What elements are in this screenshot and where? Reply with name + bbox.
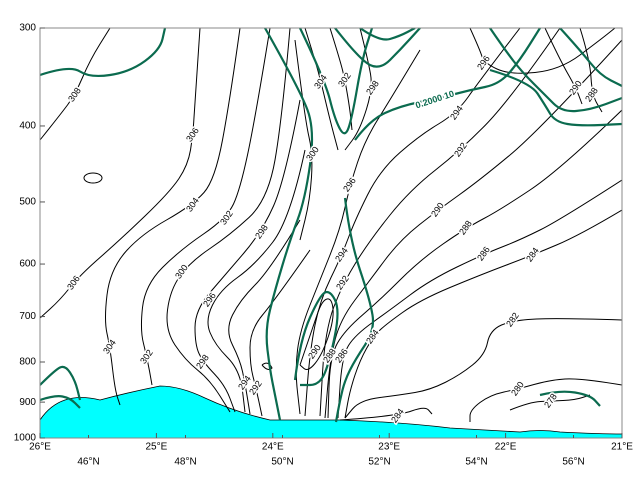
y-tick-label: 800 bbox=[19, 357, 36, 368]
pv-contour bbox=[40, 28, 167, 78]
y-tick-label: 700 bbox=[19, 311, 36, 322]
y-tick-label: 400 bbox=[19, 121, 36, 132]
terrain bbox=[40, 385, 622, 438]
contour-label: 298 bbox=[364, 79, 381, 97]
y-tick-label: 500 bbox=[19, 197, 36, 208]
x2-tick-label: 24°E bbox=[262, 442, 284, 453]
contour-label: 288 bbox=[457, 219, 474, 237]
contour-label: 280 bbox=[509, 380, 526, 398]
pv-contour bbox=[334, 197, 375, 423]
pv-contour bbox=[539, 390, 601, 407]
x-tick-label: 56°N bbox=[562, 457, 584, 468]
isentrope bbox=[329, 28, 353, 131]
isentrope bbox=[299, 298, 334, 370]
isentrope bbox=[140, 28, 271, 386]
isentrope bbox=[319, 28, 561, 417]
pv-contour bbox=[559, 28, 622, 87]
contour-label: 300 bbox=[304, 145, 321, 163]
x2-tick-label: 22°E bbox=[495, 442, 517, 453]
contour-label: 302 bbox=[138, 348, 155, 366]
x-tick-label: 46°N bbox=[77, 457, 99, 468]
isentrope bbox=[228, 219, 301, 415]
isentrope bbox=[344, 209, 622, 419]
contour-label: 294 bbox=[448, 104, 465, 122]
x2-tick-label: 25°E bbox=[146, 442, 168, 453]
isentrope bbox=[207, 149, 306, 413]
isentrope bbox=[579, 28, 603, 113]
pv-contour bbox=[489, 28, 622, 113]
x2-tick-label: 23°E bbox=[378, 442, 400, 453]
isentrope bbox=[294, 39, 313, 241]
pv-contour bbox=[489, 68, 622, 127]
isentrope bbox=[324, 39, 622, 419]
isentrope bbox=[337, 179, 622, 419]
isentrope bbox=[261, 362, 273, 370]
contour-label: 290 bbox=[567, 79, 584, 97]
contour-label: 294 bbox=[333, 246, 350, 264]
contour-label: 290 bbox=[429, 201, 446, 219]
isentrope bbox=[344, 28, 372, 151]
contour-label: 304 bbox=[101, 338, 118, 356]
contour-label: 284 bbox=[389, 407, 406, 425]
contour-label: 288 bbox=[583, 86, 600, 104]
isentrope bbox=[40, 28, 111, 141]
contour-label: 300 bbox=[173, 263, 190, 281]
pv-contour bbox=[334, 28, 421, 68]
isentrope bbox=[194, 99, 301, 413]
plot-frame bbox=[39, 27, 623, 439]
isentrope bbox=[304, 28, 339, 151]
y-tick-label: 600 bbox=[19, 259, 36, 270]
pv-contour bbox=[40, 395, 81, 409]
pv-contour bbox=[359, 28, 416, 41]
contour-label: 306 bbox=[184, 126, 201, 144]
contour-label: 282 bbox=[504, 311, 521, 329]
x2-tick-label: 26°E bbox=[29, 442, 51, 453]
contour-label: 286 bbox=[333, 347, 350, 365]
contour-label: 308 bbox=[66, 86, 83, 104]
isentrope bbox=[105, 28, 241, 406]
y-tick-label: 1000 bbox=[14, 433, 37, 444]
isentrope bbox=[344, 318, 622, 419]
contour-label: 296 bbox=[341, 176, 358, 194]
contour-label: 284 bbox=[524, 246, 541, 264]
isentrope bbox=[83, 172, 103, 184]
contour-label: 286 bbox=[475, 245, 492, 263]
isentrope bbox=[295, 49, 421, 415]
pv-label: 0.2000 10 bbox=[414, 88, 455, 110]
isentrope bbox=[327, 109, 622, 419]
plot-area bbox=[40, 28, 622, 438]
pv-contour bbox=[40, 365, 82, 401]
isentrope bbox=[509, 394, 591, 411]
contour-label: 302 bbox=[218, 209, 235, 227]
contour-label: 296 bbox=[201, 291, 218, 309]
isentrope bbox=[544, 28, 583, 105]
pv-contour bbox=[264, 28, 314, 421]
isentrope bbox=[339, 407, 433, 421]
pv-contour bbox=[354, 28, 541, 141]
x-tick-label: 52°N bbox=[368, 457, 390, 468]
x-tick-label: 54°N bbox=[465, 457, 487, 468]
x2-tick-label: 21°E bbox=[611, 442, 633, 453]
isentrope bbox=[166, 28, 291, 413]
x-tick-label: 48°N bbox=[174, 457, 196, 468]
y-tick-label: 300 bbox=[19, 23, 36, 34]
contour-label: 302 bbox=[336, 71, 353, 89]
pv-contour bbox=[293, 290, 339, 387]
y-tick-label: 900 bbox=[19, 397, 36, 408]
isentrope bbox=[40, 28, 201, 319]
contour-label: 290 bbox=[306, 343, 323, 361]
pv-contour bbox=[299, 28, 374, 135]
isentrope bbox=[469, 378, 622, 422]
x-tick-label: 50°N bbox=[271, 457, 293, 468]
isentrope bbox=[469, 28, 616, 74]
